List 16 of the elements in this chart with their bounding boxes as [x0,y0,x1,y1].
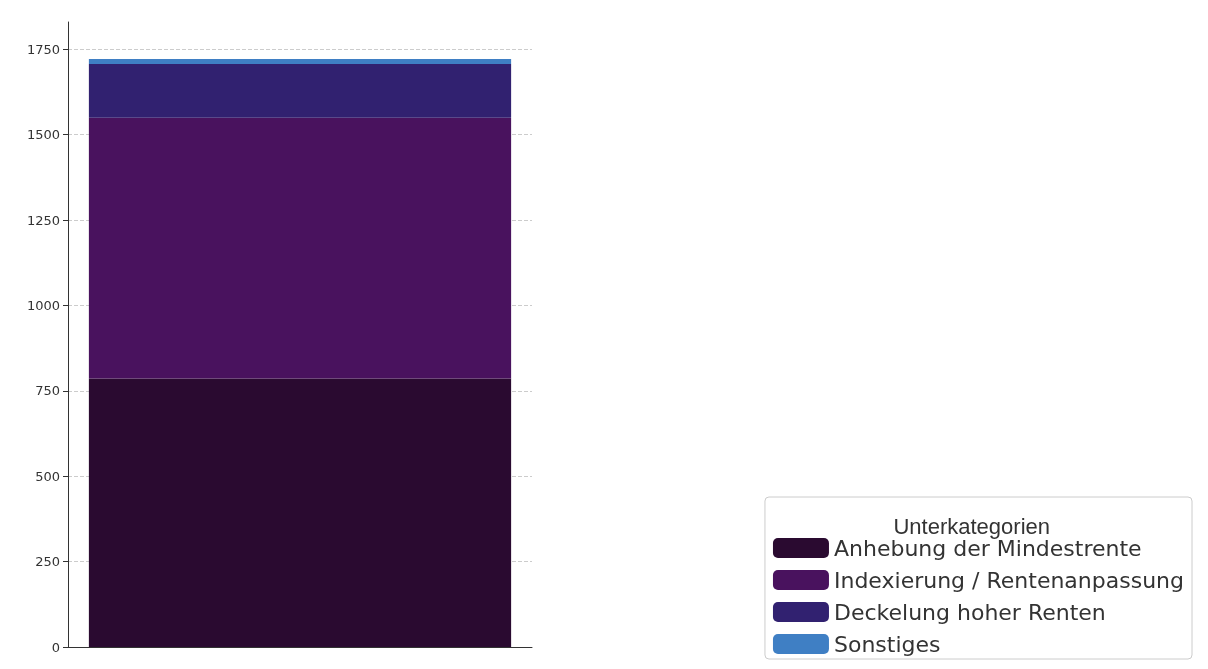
y-tick-label: 1000 [26,297,60,313]
y-tick-label: 1750 [26,41,60,57]
y-tick-label: 250 [35,554,60,570]
bar [88,378,512,647]
legend-label: Indexierung / Rentenanpassung [833,567,1185,593]
bar [88,58,512,65]
y-tick-label: 0 [51,639,60,655]
legend-title: Unterkategorien [893,513,1051,539]
bar [88,64,512,118]
y-tick-label: 500 [35,468,60,484]
bar [88,117,512,379]
legend-label: Deckelung hoher Renten [833,599,1106,625]
y-tick-label: 1250 [26,212,60,228]
legend-label: Sonstiges [833,631,941,657]
y-tick-label: 1500 [26,127,60,143]
y-tick-label: 750 [35,383,60,399]
